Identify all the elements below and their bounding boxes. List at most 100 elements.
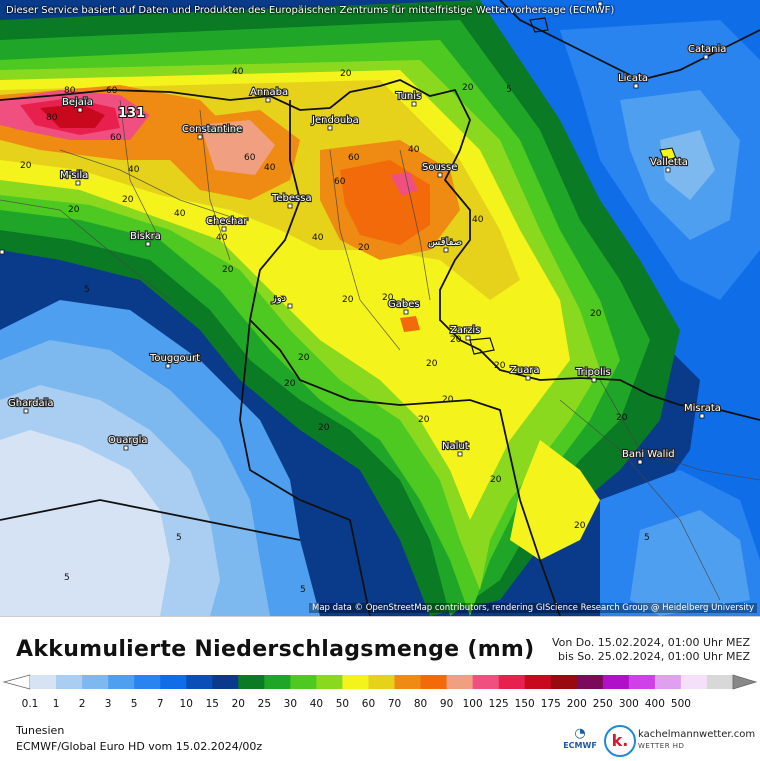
city-label: Touggourt <box>149 353 200 364</box>
scale-tick-label: 300 <box>618 698 639 710</box>
city-markers: Catania Licata Valletta Tunis Annaba Bejaïa Je… <box>0 0 728 465</box>
scale-swatch <box>524 675 552 689</box>
city-label: Bejaïa <box>62 97 93 108</box>
period-from: Von Do. 15.02.2024, 01:00 Uhr MEZ <box>551 636 750 649</box>
contour-value: 20 <box>222 265 234 275</box>
city-dot <box>465 335 471 341</box>
scale-tick-label: 0.1 <box>21 698 39 710</box>
city-label: Tunis <box>395 91 421 102</box>
scale-tick-label: 70 <box>387 698 402 710</box>
contour-value: 5 <box>64 573 70 583</box>
scale-tick-label: 200 <box>566 698 587 710</box>
contour-value: 20 <box>382 293 394 303</box>
scale-tick-label: 40 <box>309 698 324 710</box>
scale-tick-label: 500 <box>670 698 691 710</box>
city-label: Zarzis <box>450 325 480 336</box>
scale-swatch <box>368 675 395 689</box>
scale-tick-label: 400 <box>644 698 665 710</box>
city-dot <box>637 459 643 465</box>
city-dot <box>265 97 271 103</box>
contour-value: 60 <box>348 153 360 163</box>
contour-value: 5 <box>300 585 306 595</box>
contour-value: 20 <box>494 361 506 371</box>
scale-tick-label: 60 <box>361 698 376 710</box>
model-run-label: ECMWF/Global Euro HD vom 15.02.2024/00z <box>16 740 263 753</box>
city-dot <box>0 249 5 255</box>
contour-value: 80 <box>46 113 58 123</box>
map-canvas: 131 80 80 60 60 40 40 20 20 20 60 40 40 60 40 60 40 20 20 2… <box>0 0 760 616</box>
contour-value: 20 <box>318 423 330 433</box>
contour-value: 40 <box>312 233 324 243</box>
scale-swatch <box>446 675 473 689</box>
region-label: Tunesien <box>16 724 65 737</box>
scale-swatch <box>498 675 526 689</box>
kachelmann-site-name: kachelmannwetter.com <box>638 729 756 740</box>
contour-value: 20 <box>340 69 352 79</box>
contour-value: 20 <box>418 415 430 425</box>
city-dot <box>591 377 597 383</box>
coastline <box>0 0 760 616</box>
scale-tick-label: 80 <box>413 698 428 710</box>
scale-swatch <box>30 675 57 689</box>
scale-swatch <box>82 675 109 689</box>
contour-value: 40 <box>264 163 276 173</box>
scale-swatch <box>576 675 604 689</box>
kachelmann-logo[interactable]: k. kachelmannwetter.com WETTER HD <box>604 725 756 757</box>
legend-panel: Akkumulierte Niederschlagsmenge (mm) Von… <box>0 616 760 761</box>
city-label: Tripolis <box>575 367 611 378</box>
ecmwf-logo-text: ECMWF <box>563 741 597 750</box>
contour-value: 20 <box>342 295 354 305</box>
city-dot <box>77 107 83 113</box>
scale-swatch <box>186 675 213 689</box>
scale-swatch <box>316 675 343 689</box>
contour-value: 40 <box>174 209 186 219</box>
max-value-label: 131 <box>118 106 145 121</box>
city-label: Gabes <box>388 299 420 310</box>
scale-tick-label: 250 <box>592 698 613 710</box>
city-label: دوز <box>271 293 286 304</box>
ecmwf-logo[interactable]: ◔ ECMWF <box>560 727 600 757</box>
scale-tick-label: 1 <box>52 698 60 710</box>
scale-tick-label: 5 <box>130 698 138 710</box>
scale-tick-label: 15 <box>205 698 219 710</box>
scale-swatch <box>628 675 656 689</box>
scale-swatch <box>680 675 708 689</box>
color-scale-ticks: 0.1 1 2 3 5 7 10 15 20 25 30 40 50 60 70 80 90 100 125 150 1… <box>0 698 760 712</box>
period-box: Von Do. 15.02.2024, 01:00 Uhr MEZ bis So… <box>552 636 750 664</box>
city-label: Jendouba <box>311 115 359 126</box>
city-label: Valletta <box>650 157 688 168</box>
contour-value: 60 <box>334 177 346 187</box>
city-dot <box>437 172 443 178</box>
city-label: Zuara <box>510 365 540 376</box>
city-dot <box>327 125 333 131</box>
scale-min-arrow <box>2 674 31 690</box>
scale-swatch <box>290 675 317 689</box>
scale-swatch <box>108 675 135 689</box>
city-dot <box>75 180 81 186</box>
contour-value: 40 <box>408 145 420 155</box>
contour-value: 60 <box>110 133 122 143</box>
kachelmann-site-sub: WETTER HD <box>638 742 685 750</box>
city-label: Biskra <box>130 231 161 242</box>
ecmwf-service-note: Dieser Service basiert auf Daten und Pro… <box>6 5 615 16</box>
contour-value: 60 <box>244 153 256 163</box>
city-dot <box>633 83 639 89</box>
scale-tick-label: 50 <box>335 698 350 710</box>
map-attribution[interactable]: Map data © OpenStreetMap contributors, r… <box>309 603 757 613</box>
scale-swatch <box>394 675 421 689</box>
scale-tick-label: 90 <box>439 698 454 710</box>
city-dot <box>699 413 705 419</box>
city-dot <box>665 167 671 173</box>
city-dot <box>145 241 151 247</box>
scale-swatch <box>550 675 578 689</box>
contour-value: 5 <box>506 85 512 95</box>
city-label: Ghardaïa <box>8 398 54 409</box>
contour-value: 40 <box>216 233 228 243</box>
precipitation-map[interactable]: 131 80 80 60 60 40 40 20 20 20 60 40 40 60 40 60 40 20 20 2… <box>0 0 760 616</box>
city-dot <box>23 408 29 414</box>
scale-tick-label: 3 <box>104 698 112 710</box>
scale-tick-label: 150 <box>514 698 535 710</box>
scale-swatch <box>160 675 187 689</box>
city-dot <box>597 1 603 7</box>
contour-value: 20 <box>284 379 296 389</box>
